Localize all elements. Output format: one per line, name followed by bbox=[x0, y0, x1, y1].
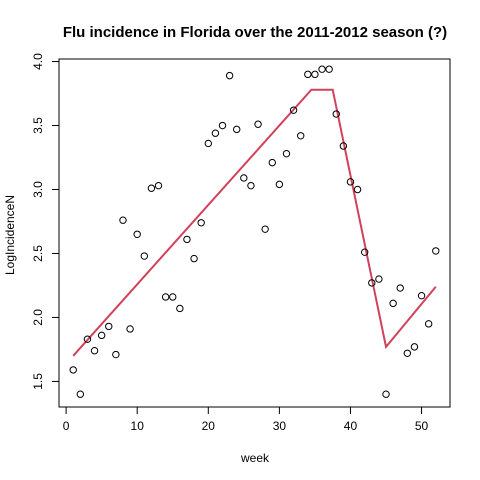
data-point bbox=[247, 181, 255, 190]
x-tick-label: 50 bbox=[415, 419, 429, 433]
data-point bbox=[368, 279, 376, 287]
data-point bbox=[69, 366, 77, 374]
data-point bbox=[154, 181, 163, 190]
data-point bbox=[396, 284, 404, 292]
data-point bbox=[90, 347, 99, 355]
data-point bbox=[325, 65, 333, 73]
data-point bbox=[133, 230, 141, 238]
data-point bbox=[360, 248, 369, 256]
data-point bbox=[282, 149, 291, 158]
data-points-layer bbox=[69, 65, 440, 398]
y-tick-label: 4.0 bbox=[31, 53, 45, 70]
data-point bbox=[275, 180, 284, 189]
data-point bbox=[218, 121, 227, 130]
data-point bbox=[225, 71, 234, 80]
y-tick-label: 2.5 bbox=[31, 245, 45, 262]
data-point bbox=[297, 132, 305, 140]
fitted-line-layer bbox=[72, 88, 437, 357]
data-point bbox=[332, 110, 340, 118]
data-point bbox=[261, 225, 269, 233]
data-point bbox=[346, 178, 355, 186]
y-tick-label: 3.5 bbox=[31, 117, 45, 134]
data-point bbox=[112, 350, 120, 359]
data-point bbox=[119, 216, 127, 224]
data-point bbox=[126, 325, 134, 333]
data-point bbox=[318, 65, 326, 73]
chart-title: Flu incidence in Florida over the 2011-2… bbox=[63, 24, 447, 41]
x-axis: 0 10 20 30 40 50 bbox=[63, 406, 429, 433]
data-point bbox=[76, 390, 85, 398]
data-point bbox=[289, 106, 298, 114]
data-point bbox=[432, 247, 440, 255]
data-point bbox=[105, 322, 113, 331]
data-point bbox=[197, 219, 205, 227]
data-point bbox=[147, 184, 156, 192]
data-point bbox=[410, 343, 419, 351]
x-tick-label: 40 bbox=[344, 419, 358, 433]
data-point bbox=[254, 120, 262, 128]
y-tick-label: 1.5 bbox=[31, 373, 45, 390]
data-point bbox=[169, 293, 177, 301]
x-tick-label: 30 bbox=[273, 419, 287, 433]
data-point bbox=[424, 320, 433, 328]
x-tick-label: 10 bbox=[131, 419, 145, 433]
data-point bbox=[382, 390, 390, 398]
x-tick-label: 20 bbox=[202, 419, 216, 433]
data-point bbox=[97, 331, 106, 340]
data-point bbox=[161, 293, 170, 301]
data-point bbox=[389, 299, 397, 308]
data-point bbox=[353, 185, 362, 194]
y-tick-label: 2.0 bbox=[31, 309, 45, 326]
fitted-line bbox=[72, 88, 437, 357]
data-point bbox=[211, 129, 220, 137]
data-point bbox=[339, 142, 348, 150]
data-point bbox=[204, 139, 212, 148]
x-tick-label: 0 bbox=[63, 419, 70, 433]
data-point bbox=[83, 335, 92, 343]
data-point bbox=[183, 235, 191, 244]
data-point bbox=[403, 349, 412, 357]
y-axis-label: LogIncidenceN bbox=[3, 195, 17, 275]
data-point bbox=[268, 158, 276, 167]
data-point bbox=[417, 291, 426, 300]
data-point bbox=[304, 70, 312, 79]
data-point bbox=[140, 252, 149, 260]
y-tick-label: 3.0 bbox=[31, 181, 45, 198]
data-point bbox=[240, 174, 248, 182]
data-point bbox=[375, 275, 383, 283]
y-axis: 1.5 2.0 2.5 3.0 3.5 4.0 bbox=[31, 53, 60, 390]
plot-frame bbox=[58, 58, 451, 408]
data-point bbox=[311, 70, 319, 79]
data-point bbox=[190, 254, 198, 263]
data-point bbox=[233, 125, 241, 134]
x-axis-label: week bbox=[240, 451, 270, 465]
data-point bbox=[176, 304, 184, 313]
